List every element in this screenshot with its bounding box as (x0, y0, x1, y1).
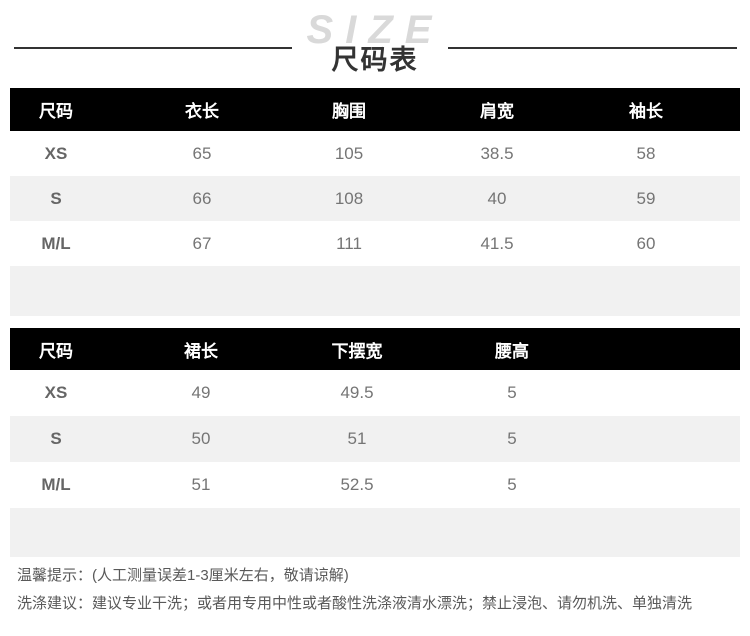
value-cell: 65 (192, 143, 212, 163)
value-cell: 41.5 (480, 233, 514, 253)
value-cell: 49 (191, 383, 211, 402)
garment-table-header-row: 尺码 衣长 胸围 肩宽 袖长 (10, 88, 740, 131)
title-section: SIZE 尺码表 (0, 0, 750, 88)
table-row-ml: M/L 67 111 41.5 60 (10, 221, 740, 266)
column-header-bust: 胸围 (332, 102, 366, 121)
value-cell: 5 (507, 383, 517, 402)
column-header-hem-width: 下摆宽 (331, 341, 383, 361)
notes-section: 温馨提示：(人工测量误差1-3厘米左右，敬请谅解) 洗涤建议：建议专业干洗；或者… (17, 566, 733, 614)
note-label: 洗涤建议： (17, 595, 93, 612)
table-row-s: S 66 108 40 59 (10, 176, 740, 221)
size-label: S (50, 429, 62, 448)
value-cell: 105 (334, 143, 364, 163)
right-divider-line (448, 47, 737, 49)
column-header-skirt-length: 裙长 (184, 341, 218, 361)
note-label: 温馨提示： (17, 567, 93, 584)
table-row-xs: XS 49 49.5 5 (10, 370, 740, 416)
size-label: M/L (41, 233, 71, 253)
value-cell: 50 (191, 429, 211, 448)
column-header-size: 尺码 (39, 341, 73, 361)
size-watermark-text: SIZE (306, 8, 444, 52)
empty-gray-row (10, 266, 740, 316)
size-label: M/L (41, 475, 71, 494)
empty-gray-row (10, 508, 740, 557)
garment-size-table: 尺码 衣长 胸围 肩宽 袖长 XS 65 105 38.5 58 S 66 10… (10, 88, 740, 316)
measurement-note: 温馨提示：(人工测量误差1-3厘米左右，敬请谅解) (17, 566, 733, 586)
value-cell: 59 (636, 188, 656, 208)
value-cell: 52.5 (340, 475, 374, 494)
note-text: 建议专业干洗；或者用专用中性或者酸性洗涤液清水漂洗；禁止浸泡、请勿机洗、单独清洗 (92, 595, 693, 612)
column-header-shoulder: 肩宽 (480, 102, 514, 121)
value-cell: 40 (487, 188, 507, 208)
column-header-sleeve: 袖长 (629, 102, 663, 121)
column-header-length: 衣长 (185, 102, 219, 121)
value-cell: 5 (507, 429, 517, 448)
size-label: XS (44, 383, 68, 402)
value-cell: 51 (191, 475, 211, 494)
size-label: XS (44, 143, 68, 163)
value-cell: 111 (336, 233, 362, 253)
value-cell: 5 (507, 475, 517, 494)
value-cell: 108 (334, 188, 364, 208)
skirt-table-header-row: 尺码 裙长 下摆宽 腰高 (10, 328, 740, 370)
value-cell: 58 (636, 143, 656, 163)
column-header-size: 尺码 (39, 102, 73, 121)
size-label: S (50, 188, 62, 208)
page-title: 尺码表 (331, 45, 419, 75)
table-row-ml: M/L 51 52.5 5 (10, 462, 740, 508)
value-cell: 60 (636, 233, 656, 253)
table-row-s: S 50 51 5 (10, 416, 740, 462)
table-row-xs: XS 65 105 38.5 58 (10, 131, 740, 176)
left-divider-line (14, 47, 292, 49)
column-header-waist-rise: 腰高 (495, 341, 529, 361)
table-gap (0, 316, 750, 328)
skirt-size-table: 尺码 裙长 下摆宽 腰高 XS 49 49.5 5 S 50 51 5 M/L … (10, 328, 740, 557)
value-cell: 38.5 (480, 143, 514, 163)
value-cell: 49.5 (340, 383, 374, 402)
note-text: (人工测量误差1-3厘米左右，敬请谅解) (92, 567, 349, 584)
value-cell: 51 (347, 429, 367, 448)
value-cell: 67 (192, 233, 212, 253)
value-cell: 66 (192, 188, 212, 208)
washing-note: 洗涤建议：建议专业干洗；或者用专用中性或者酸性洗涤液清水漂洗；禁止浸泡、请勿机洗… (17, 594, 733, 614)
